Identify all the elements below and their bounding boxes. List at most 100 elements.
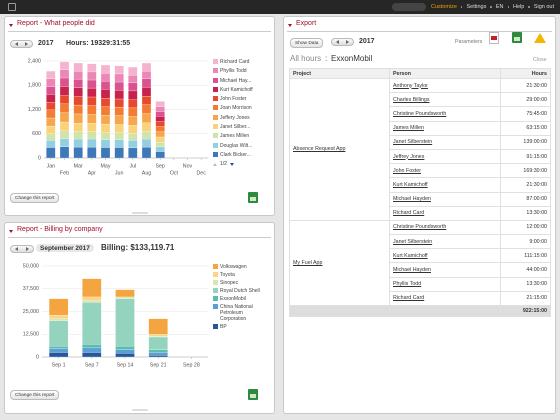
- prev-button[interactable]: [335, 40, 339, 44]
- person-link[interactable]: Christine Poundsworth: [393, 110, 447, 117]
- person-link[interactable]: Michael Hayden: [393, 196, 431, 203]
- legend-item[interactable]: Jeffery Jones: [213, 114, 273, 121]
- legend-swatch: [213, 77, 218, 83]
- legend-item[interactable]: Sinopec: [213, 280, 265, 286]
- legend-item[interactable]: Richard Card: [213, 59, 273, 65]
- legend-swatch: [213, 288, 218, 293]
- show-data-button[interactable]: Show Data: [290, 38, 324, 48]
- legend-item[interactable]: Joan Morrison: [213, 105, 273, 111]
- legend-swatch: [213, 86, 218, 92]
- pager-up[interactable]: [213, 162, 217, 166]
- legend-item[interactable]: China National Petroleum Corporation: [213, 304, 265, 322]
- hours-cell: 63:15:00: [500, 120, 551, 136]
- next-button[interactable]: [26, 247, 29, 251]
- legend-swatch: [213, 324, 218, 329]
- legend-item[interactable]: Janet Silber...: [213, 124, 273, 130]
- legend-swatch: [213, 114, 218, 120]
- resize-handle[interactable]: [132, 212, 148, 214]
- project-link[interactable]: Absence Request App: [293, 146, 346, 153]
- legend-swatch: [213, 68, 218, 74]
- nav-menu: Customize Settings EN Help Sign out: [431, 0, 554, 14]
- person-link[interactable]: James Millen: [393, 125, 424, 132]
- legend-item[interactable]: Michael Hay...: [213, 77, 273, 84]
- person-link[interactable]: Christine Poundsworth: [393, 224, 447, 231]
- table-row: Phyllis Todd 13:30:00: [290, 276, 551, 292]
- legend-swatch: [213, 272, 218, 277]
- person-link[interactable]: Michael Hayden: [393, 267, 431, 274]
- legend-item[interactable]: Kurt Kamichoff: [213, 86, 273, 93]
- nav-link[interactable]: EN: [495, 4, 504, 10]
- nav-link[interactable]: Settings: [466, 4, 487, 10]
- person-link[interactable]: Kurt Kamichoff: [393, 252, 428, 259]
- close-link[interactable]: Close: [533, 57, 547, 63]
- resize-handle[interactable]: [132, 409, 148, 411]
- nav-link[interactable]: Sign out: [533, 4, 554, 10]
- person-cell: Phyllis Todd: [389, 276, 501, 292]
- person-link[interactable]: Janet Silberstein: [393, 139, 433, 146]
- excel-icon[interactable]: [248, 389, 258, 400]
- table-row: John Foster 169:30:00: [290, 163, 551, 179]
- project-cell: Absence Request App: [289, 78, 390, 221]
- parameters-link[interactable]: Parameters: [455, 39, 483, 45]
- period-nav: [10, 245, 34, 253]
- person-link[interactable]: Charles Billings: [393, 96, 430, 103]
- excel-icon[interactable]: [512, 32, 522, 43]
- person-cell: Christine Poundsworth: [389, 106, 501, 122]
- summary: Billing: $133,119.71: [101, 243, 175, 252]
- legend-item[interactable]: Toyota: [213, 272, 265, 278]
- table-row: Absence Request App Anthony Taylor 21:30:0…: [289, 77, 551, 221]
- nav-link[interactable]: Customize: [431, 4, 457, 10]
- person-cell: Richard Card: [389, 290, 501, 307]
- home-icon[interactable]: [8, 3, 16, 11]
- person-link[interactable]: Jeffrey Jones: [393, 153, 425, 160]
- column-header: Person: [389, 68, 501, 79]
- pdf-icon[interactable]: [489, 32, 499, 44]
- legend-item[interactable]: John Foster: [213, 96, 273, 102]
- person-link[interactable]: Richard Card: [393, 295, 425, 302]
- legend-label: Joan Morrison: [220, 105, 252, 112]
- legend-item[interactable]: BP: [213, 324, 265, 330]
- legend-label: Richard Card: [220, 59, 250, 65]
- table-body: Absence Request App Anthony Taylor 21:30:0…: [289, 77, 551, 317]
- project-link[interactable]: My Fuel App: [293, 259, 323, 266]
- person-link[interactable]: Richard Card: [393, 210, 425, 217]
- collapse-icon[interactable]: [9, 230, 13, 233]
- nav-link[interactable]: Help: [513, 4, 525, 10]
- legend-swatch: [213, 124, 218, 130]
- collapse-icon[interactable]: [288, 24, 292, 27]
- separator-dot: [507, 6, 509, 8]
- person-cell: Michael Hayden: [389, 262, 501, 278]
- person-link[interactable]: Kurt Kamichoff: [393, 181, 428, 188]
- prev-button[interactable]: [15, 247, 18, 251]
- excel-icon[interactable]: [248, 192, 258, 203]
- collapse-icon[interactable]: [9, 24, 13, 27]
- legend-item[interactable]: Clark Bicker...: [213, 151, 273, 158]
- next-button[interactable]: [25, 42, 29, 46]
- change-report-button[interactable]: Change this report: [10, 193, 60, 203]
- person-link[interactable]: Anthony Taylor: [393, 82, 428, 89]
- divider: [8, 237, 271, 238]
- legend-item[interactable]: Volkswagen: [213, 264, 265, 270]
- change-report-button[interactable]: Change this report: [10, 390, 60, 400]
- legend-item[interactable]: Phyllis Todd: [213, 68, 273, 74]
- prev-button[interactable]: [14, 42, 18, 46]
- legend-label: Janet Silber...: [220, 124, 251, 131]
- legend-label: Michael Hay...: [220, 77, 252, 84]
- person-link[interactable]: Phyllis Todd: [393, 281, 422, 288]
- pager-down[interactable]: [229, 162, 234, 166]
- search-box[interactable]: [392, 3, 426, 11]
- panel-title: Export: [296, 20, 317, 27]
- drive-icon[interactable]: [534, 33, 546, 43]
- legend-label: Kurt Kamichoff: [220, 86, 253, 93]
- next-button[interactable]: [346, 40, 350, 44]
- table-row: Richard Card 13:30:00: [290, 205, 551, 221]
- legend-item[interactable]: Douglas Wilt...: [213, 142, 273, 149]
- person-link[interactable]: Janet Silberstein: [393, 238, 433, 245]
- table-row: Christine Poundsworth 75:45:00: [290, 106, 551, 122]
- legend-item[interactable]: ExxonMobil: [213, 296, 265, 302]
- legend-item[interactable]: Royal Dutch Shell: [213, 288, 265, 294]
- person-link[interactable]: John Foster: [393, 167, 421, 174]
- legend-item[interactable]: James Millen: [213, 133, 273, 139]
- hours-cell: 21:30:00: [500, 77, 551, 94]
- table-row: Jeffrey Jones 91:15:00: [290, 148, 551, 165]
